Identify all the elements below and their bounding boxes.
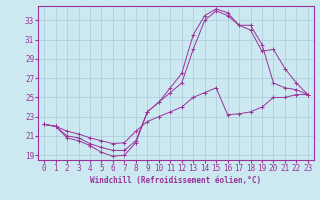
X-axis label: Windchill (Refroidissement éolien,°C): Windchill (Refroidissement éolien,°C) bbox=[91, 176, 261, 185]
